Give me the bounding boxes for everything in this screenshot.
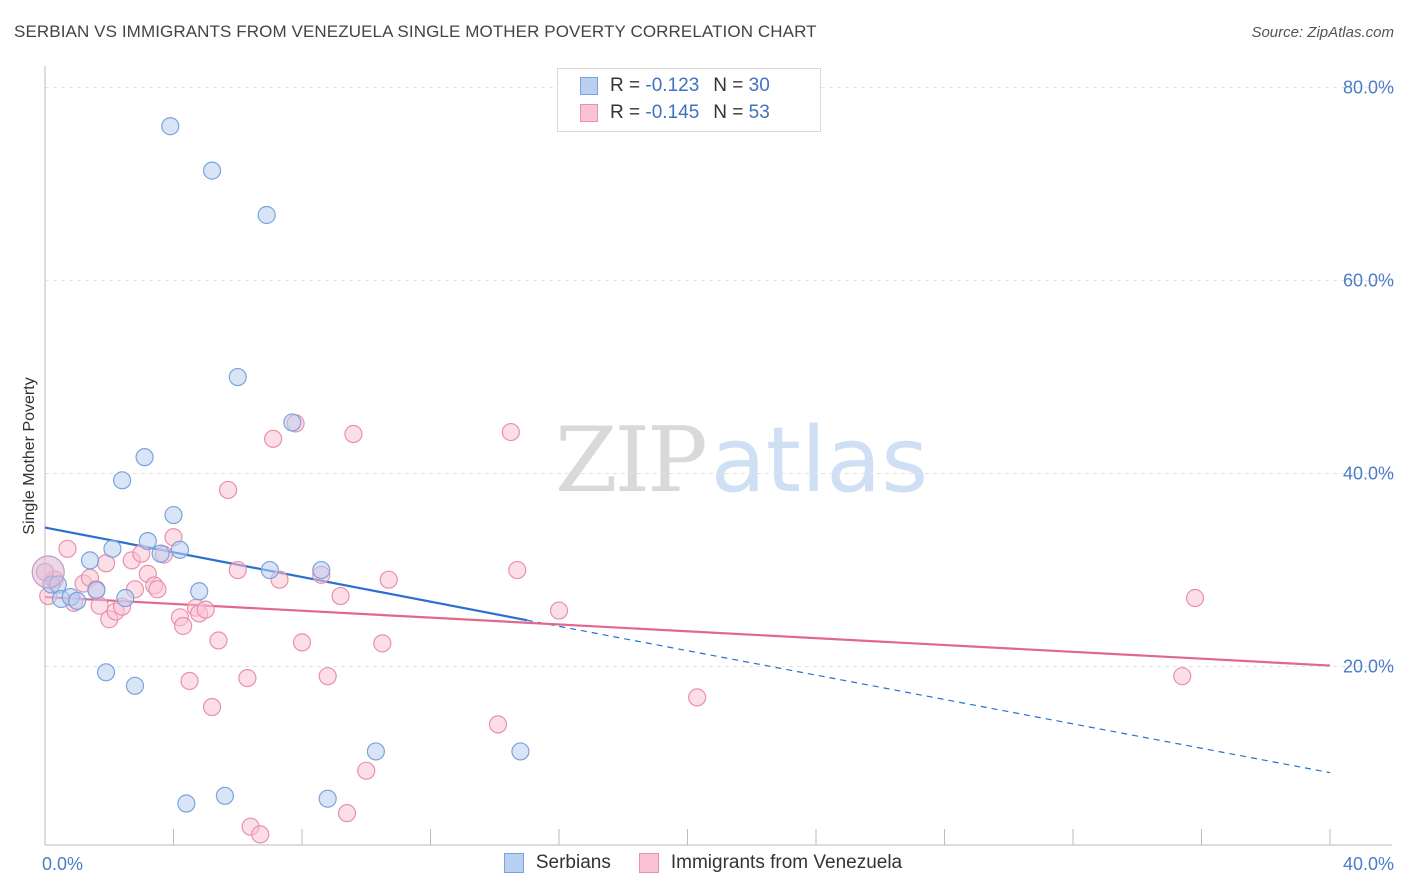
venezuela-point	[501, 422, 520, 442]
venezuela-point	[549, 601, 569, 620]
y-axis-label: Single Mother Poverty	[21, 377, 38, 534]
series-legend: Serbians Immigrants from Venezuela	[0, 852, 1406, 874]
serbian-point	[215, 786, 234, 805]
serbian-point	[125, 676, 145, 695]
serbians-legend-swatch	[503, 853, 524, 873]
serbian-point	[202, 161, 222, 180]
serbians-r-value: -0.123	[645, 75, 700, 96]
serbians-n-label: N =	[713, 75, 744, 96]
serbian-point	[103, 539, 122, 558]
source-label: Source: ZipAtlas.com	[1251, 24, 1394, 41]
serbian-point	[135, 448, 154, 467]
venezuela-point	[337, 804, 357, 823]
serbian-point	[87, 581, 106, 600]
serbians-trend-extension	[526, 619, 1331, 774]
venezuela-point	[688, 688, 707, 707]
venezuela-point	[379, 570, 398, 589]
venezuela-point	[263, 429, 283, 448]
venezuela-point	[373, 634, 392, 653]
serbian-point	[260, 560, 279, 580]
legend-row-venezuela: R = -0.145 N = 53	[580, 101, 770, 125]
venezuela-point	[357, 761, 376, 780]
venezuela-point	[331, 586, 350, 606]
venezuela-point	[174, 616, 193, 636]
serbian-point	[283, 413, 302, 432]
serbian-point	[116, 588, 135, 608]
legend-item-venezuela: Immigrants from Venezuela	[638, 852, 903, 874]
legend-row-serbians: R = -0.123 N = 30	[580, 74, 770, 98]
y-tick-label: 80.0%	[1343, 78, 1394, 98]
venezuela-point	[1173, 667, 1192, 686]
venezuela-r-value: -0.145	[645, 102, 700, 123]
y-tick-label: 60.0%	[1343, 271, 1394, 291]
venezuela-point	[344, 424, 363, 444]
venezuela-point	[58, 539, 77, 558]
axes	[44, 66, 1392, 846]
x-tick-label: 40.0%	[1343, 854, 1394, 874]
venezuela-point	[202, 697, 222, 717]
serbians-swatch	[580, 77, 598, 95]
venezuela-point	[148, 580, 167, 599]
venezuela-legend-swatch	[638, 853, 659, 873]
venezuela-trend-line	[44, 595, 1331, 667]
venezuela-point	[292, 633, 312, 652]
watermark-zip: ZIP	[555, 408, 708, 513]
serbian-point	[170, 540, 190, 559]
grid-lines	[45, 87, 1392, 668]
serbian-point	[177, 794, 196, 813]
venezuela-point	[209, 631, 228, 650]
venezuela-point	[238, 668, 257, 688]
venezuela-point	[219, 480, 238, 500]
serbians-legend-label: Serbians	[535, 852, 611, 873]
serbian-point	[161, 117, 180, 136]
serbian-point	[318, 789, 337, 808]
watermark-atlas: atlas	[710, 408, 929, 513]
serbian-point	[138, 531, 157, 551]
venezuela-point	[488, 715, 508, 734]
venezuela-point	[180, 671, 199, 691]
y-tick-label: 20.0%	[1343, 657, 1394, 677]
serbian-point	[96, 663, 116, 682]
serbian-point	[190, 582, 209, 601]
stats-legend: R = -0.123 N = 30 R = -0.145 N = 53	[557, 68, 821, 132]
venezuela-point	[228, 560, 247, 580]
y-tick-label: 40.0%	[1343, 464, 1394, 484]
venezuela-point	[196, 600, 215, 619]
serbians-n-value: 30	[748, 75, 770, 96]
watermark: ZIPatlas	[555, 408, 928, 513]
serbian-point	[228, 367, 247, 387]
serbians-r-label: R =	[610, 75, 641, 96]
serbian-point	[68, 591, 87, 611]
venezuela-n-label: N =	[713, 102, 744, 123]
venezuela-point	[1185, 588, 1205, 608]
serbian-point	[312, 560, 331, 580]
tick-labels: 20.0% 40.0% 60.0% 80.0% 0.0% 40.0%	[42, 78, 1394, 874]
serbian-point	[164, 505, 183, 525]
venezuela-point	[251, 825, 270, 844]
serbian-point	[112, 471, 132, 490]
chart-title: SERBIAN VS IMMIGRANTS FROM VENEZUELA SIN…	[14, 22, 817, 41]
venezuela-r-label: R =	[610, 102, 641, 123]
serbian-point	[511, 742, 530, 761]
venezuela-point	[318, 667, 337, 686]
serbian-point	[151, 544, 170, 563]
data-points	[31, 117, 1205, 844]
venezuela-n-value: 53	[748, 102, 770, 123]
venezuela-point	[508, 560, 527, 580]
x-tick-label: 0.0%	[42, 854, 83, 874]
serbian-point	[80, 551, 100, 570]
serbian-point	[257, 205, 276, 225]
overlap-point	[31, 555, 65, 589]
venezuela-swatch	[580, 104, 598, 122]
serbian-point	[366, 742, 385, 761]
venezuela-legend-label: Immigrants from Venezuela	[670, 852, 903, 873]
legend-item-serbians: Serbians	[503, 852, 611, 874]
